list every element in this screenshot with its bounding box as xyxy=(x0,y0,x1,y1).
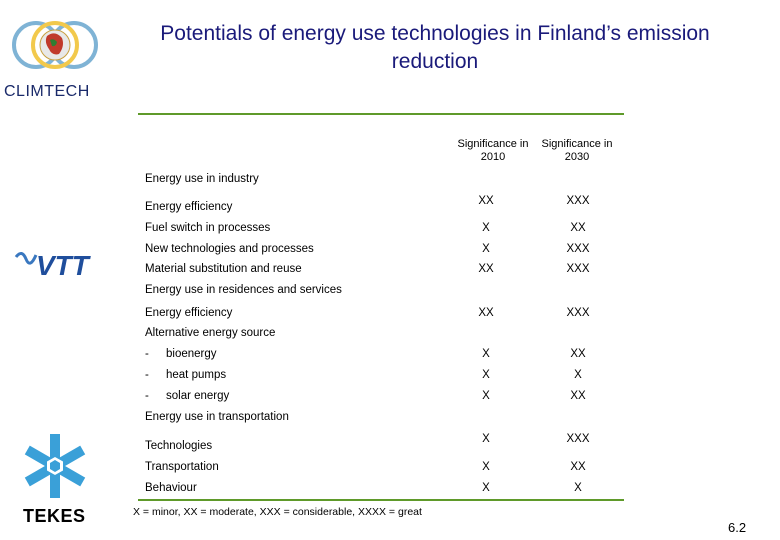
value-2010: X xyxy=(482,461,490,473)
row-label: Technologies xyxy=(145,440,213,452)
value-2010: X xyxy=(482,348,490,360)
row-label: Energy efficiency xyxy=(145,307,233,319)
bullet-dash: - xyxy=(145,369,149,381)
value-2030: XXX xyxy=(566,243,590,255)
row-label: Alternative energy source xyxy=(145,327,276,339)
climtech-globe-icon xyxy=(12,21,98,69)
value-2010: XX xyxy=(478,263,494,275)
tekes-snowflake-icon xyxy=(24,434,86,498)
top-rule xyxy=(138,113,624,115)
vtt-logo-text: VTT xyxy=(36,250,92,281)
value-2030: XXX xyxy=(566,263,590,275)
value-2030: XXX xyxy=(566,433,590,445)
value-2030: XX xyxy=(570,390,586,402)
value-2030: XXX xyxy=(566,307,590,319)
row-label: New technologies and processes xyxy=(145,243,314,255)
bottom-rule xyxy=(138,499,624,501)
value-2030: XX xyxy=(570,222,586,234)
section-heading-transportation: Energy use in transportation xyxy=(145,411,289,423)
value-2030: XX xyxy=(570,348,586,360)
value-2010: XX xyxy=(478,307,494,319)
value-2010: X xyxy=(482,222,490,234)
value-2010: X xyxy=(482,482,490,494)
slide-number: 6.2 xyxy=(728,520,747,535)
row-label: Transportation xyxy=(145,461,219,473)
climtech-logo-text: CLIMTECH xyxy=(4,83,90,100)
row-label: Energy efficiency xyxy=(145,201,233,213)
column-header-2030: Significance in 2030 xyxy=(541,138,613,163)
slide-title: Potentials of energy use technologies in… xyxy=(160,22,710,73)
row-label: solar energy xyxy=(166,390,230,402)
column-header-2010: Significance in 2010 xyxy=(457,138,529,163)
row-label: Behaviour xyxy=(145,482,197,494)
value-2010: X xyxy=(482,243,490,255)
vtt-logo: VTT xyxy=(14,250,92,281)
row-label: heat pumps xyxy=(166,369,227,381)
row-label: bioenergy xyxy=(166,348,217,360)
bullet-dash: - xyxy=(145,348,149,360)
bullet-dash: - xyxy=(145,390,149,402)
value-2010: XX xyxy=(478,195,494,207)
value-2030: X xyxy=(574,482,582,494)
value-2030: XX xyxy=(570,461,586,473)
tekes-logo-text: TEKES xyxy=(23,506,86,526)
value-2010: X xyxy=(482,390,490,402)
section-heading-residences: Energy use in residences and services xyxy=(145,284,342,296)
value-2030: X xyxy=(574,369,582,381)
value-2010: X xyxy=(482,433,490,445)
legend-footnote: X = minor, XX = moderate, XXX = consider… xyxy=(133,506,422,518)
row-label: Material substitution and reuse xyxy=(145,263,302,275)
row-label: Fuel switch in processes xyxy=(145,222,271,234)
value-2010: X xyxy=(482,369,490,381)
value-2030: XXX xyxy=(566,195,590,207)
section-heading-industry: Energy use in industry xyxy=(145,173,259,185)
